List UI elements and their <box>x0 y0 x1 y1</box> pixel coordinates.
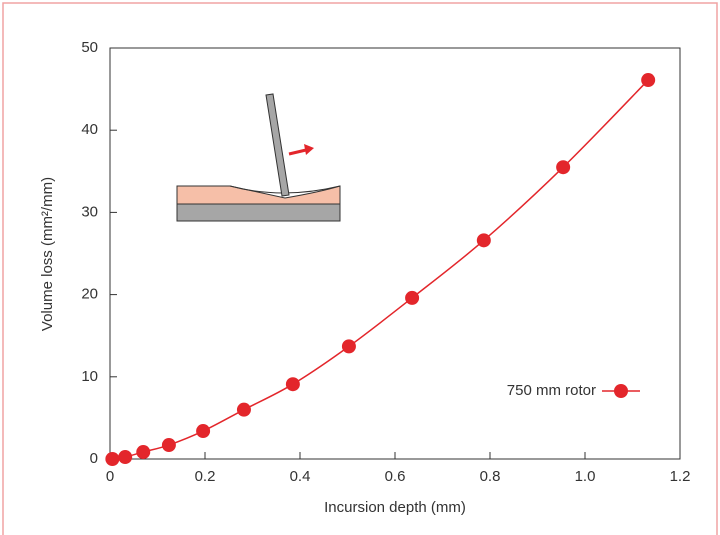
data-point <box>196 424 211 439</box>
data-point <box>236 402 251 417</box>
x-tick-label: 0.2 <box>195 468 216 485</box>
y-tick-label: 50 <box>81 39 98 56</box>
data-point <box>105 452 120 466</box>
series-line <box>112 79 649 460</box>
y-axis-label: Volume loss (mm²/mm) <box>39 177 56 331</box>
data-point <box>341 339 356 354</box>
x-tick-label: 0 <box>106 468 114 485</box>
x-axis-label: Incursion depth (mm) <box>324 499 466 516</box>
data-point <box>556 160 571 175</box>
y-tick-label: 10 <box>81 368 98 385</box>
coating <box>176 185 341 205</box>
y-tick-label: 20 <box>81 286 98 303</box>
x-tick-label: 0.4 <box>290 468 311 485</box>
substrate <box>176 203 341 222</box>
x-tick-label: 0.6 <box>385 468 406 485</box>
data-point <box>136 445 151 460</box>
arrow-shaft <box>288 148 307 156</box>
y-tick-label: 0 <box>90 450 98 467</box>
data-point <box>161 438 176 453</box>
legend-label: 750 mm rotor <box>507 382 596 399</box>
x-tick-label: 0.8 <box>480 468 501 485</box>
data-point <box>118 450 133 465</box>
arrow-head <box>304 144 314 155</box>
data-point <box>285 377 300 392</box>
y-tick-label: 30 <box>81 203 98 220</box>
inset-diagram <box>176 93 341 222</box>
y-tick-label: 40 <box>81 121 98 138</box>
x-tick-label: 1.2 <box>670 468 691 485</box>
data-point <box>476 233 491 248</box>
data-point <box>641 73 656 88</box>
legend-marker <box>614 384 628 398</box>
data-point <box>405 290 420 305</box>
blade <box>265 93 290 197</box>
x-tick-label: 1.0 <box>575 468 596 485</box>
